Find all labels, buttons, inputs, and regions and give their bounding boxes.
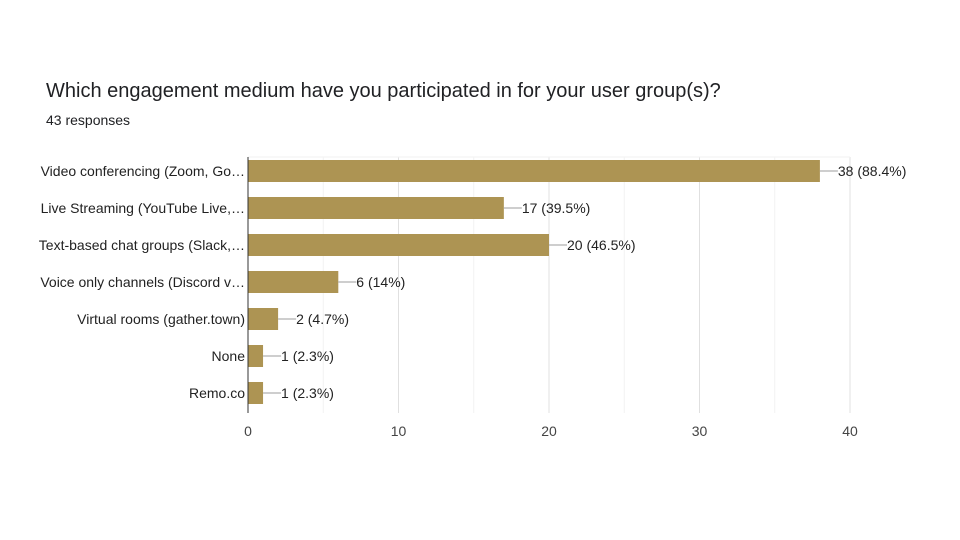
data-label: 38 (88.4%) <box>838 163 906 179</box>
bar <box>248 308 279 330</box>
x-tick-label: 20 <box>541 423 557 439</box>
bar <box>248 197 504 219</box>
category-label: None <box>212 348 246 364</box>
data-label: 6 (14%) <box>356 274 405 290</box>
bar <box>248 382 264 404</box>
bar <box>248 160 820 182</box>
data-label: 1 (2.3%) <box>281 385 334 401</box>
category-label: Voice only channels (Discord v… <box>40 274 245 290</box>
category-label: Text-based chat groups (Slack,… <box>39 237 245 253</box>
response-count: 43 responses <box>46 112 131 128</box>
x-tick-label: 0 <box>244 423 252 439</box>
x-tick-label: 10 <box>391 423 407 439</box>
bar <box>248 234 549 256</box>
bar <box>248 271 339 293</box>
data-label: 2 (4.7%) <box>296 311 349 327</box>
data-label: 1 (2.3%) <box>281 348 334 364</box>
category-label: Video conferencing (Zoom, Go… <box>41 163 245 179</box>
category-label: Virtual rooms (gather.town) <box>77 311 245 327</box>
category-label: Remo.co <box>189 385 245 401</box>
chart-title: Which engagement medium have you partici… <box>46 80 721 102</box>
x-tick-label: 40 <box>842 423 858 439</box>
data-label: 17 (39.5%) <box>522 200 590 216</box>
bar <box>248 345 264 367</box>
x-tick-label: 30 <box>692 423 708 439</box>
category-label: Live Streaming (YouTube Live,… <box>41 200 245 216</box>
data-label: 20 (46.5%) <box>567 237 635 253</box>
